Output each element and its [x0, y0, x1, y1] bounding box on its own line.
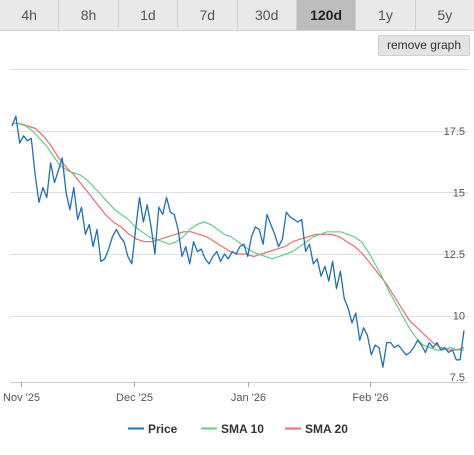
x-tick-marks — [21, 382, 371, 387]
x-tick-label: Nov '25 — [3, 392, 40, 404]
y-tick-label: 17.5 — [444, 126, 465, 138]
y-tick-label: 7.5 — [450, 372, 465, 384]
tab-1y[interactable]: 1y — [356, 0, 416, 30]
remove-graph-button[interactable]: remove graph — [377, 35, 470, 56]
y-tick-label: 12.5 — [444, 249, 465, 261]
series-lines — [11, 115, 465, 368]
x-tick-label: Feb '26 — [352, 392, 388, 404]
x-tick-label: Dec '25 — [116, 392, 153, 404]
y-tick-label: 15 — [453, 187, 465, 199]
legend: Price SMA 10 SMA 20 — [128, 422, 348, 436]
tab-7d[interactable]: 7d — [178, 0, 238, 30]
tab-8h[interactable]: 8h — [59, 0, 119, 30]
legend-item-sma-20[interactable]: SMA 20 — [305, 422, 348, 436]
y-tick-labels: 7.5 10 12.5 15 17.5 — [444, 126, 465, 384]
x-tick-label: Jan '26 — [231, 392, 266, 404]
legend-item-sma-10[interactable]: SMA 10 — [221, 422, 264, 436]
tab-4h[interactable]: 4h — [0, 0, 60, 30]
tab-1d[interactable]: 1d — [119, 0, 179, 30]
tab-120d[interactable]: 120d — [296, 0, 357, 30]
grid-lines — [10, 69, 468, 383]
x-tick-labels: Nov '25 Dec '25 Jan '26 Feb '26 — [3, 392, 389, 404]
timeframe-tabs: 4h 8h 1d 7d 30d 120d 1y 5y — [0, 0, 474, 31]
tab-30d[interactable]: 30d — [238, 0, 297, 30]
series-line-price — [11, 115, 465, 368]
series-line-sma-10 — [12, 122, 464, 351]
tab-5y[interactable]: 5y — [437, 7, 453, 23]
y-tick-label: 10 — [453, 311, 465, 323]
legend-item-price[interactable]: Price — [148, 422, 178, 436]
series-line-sma-20 — [12, 122, 465, 351]
